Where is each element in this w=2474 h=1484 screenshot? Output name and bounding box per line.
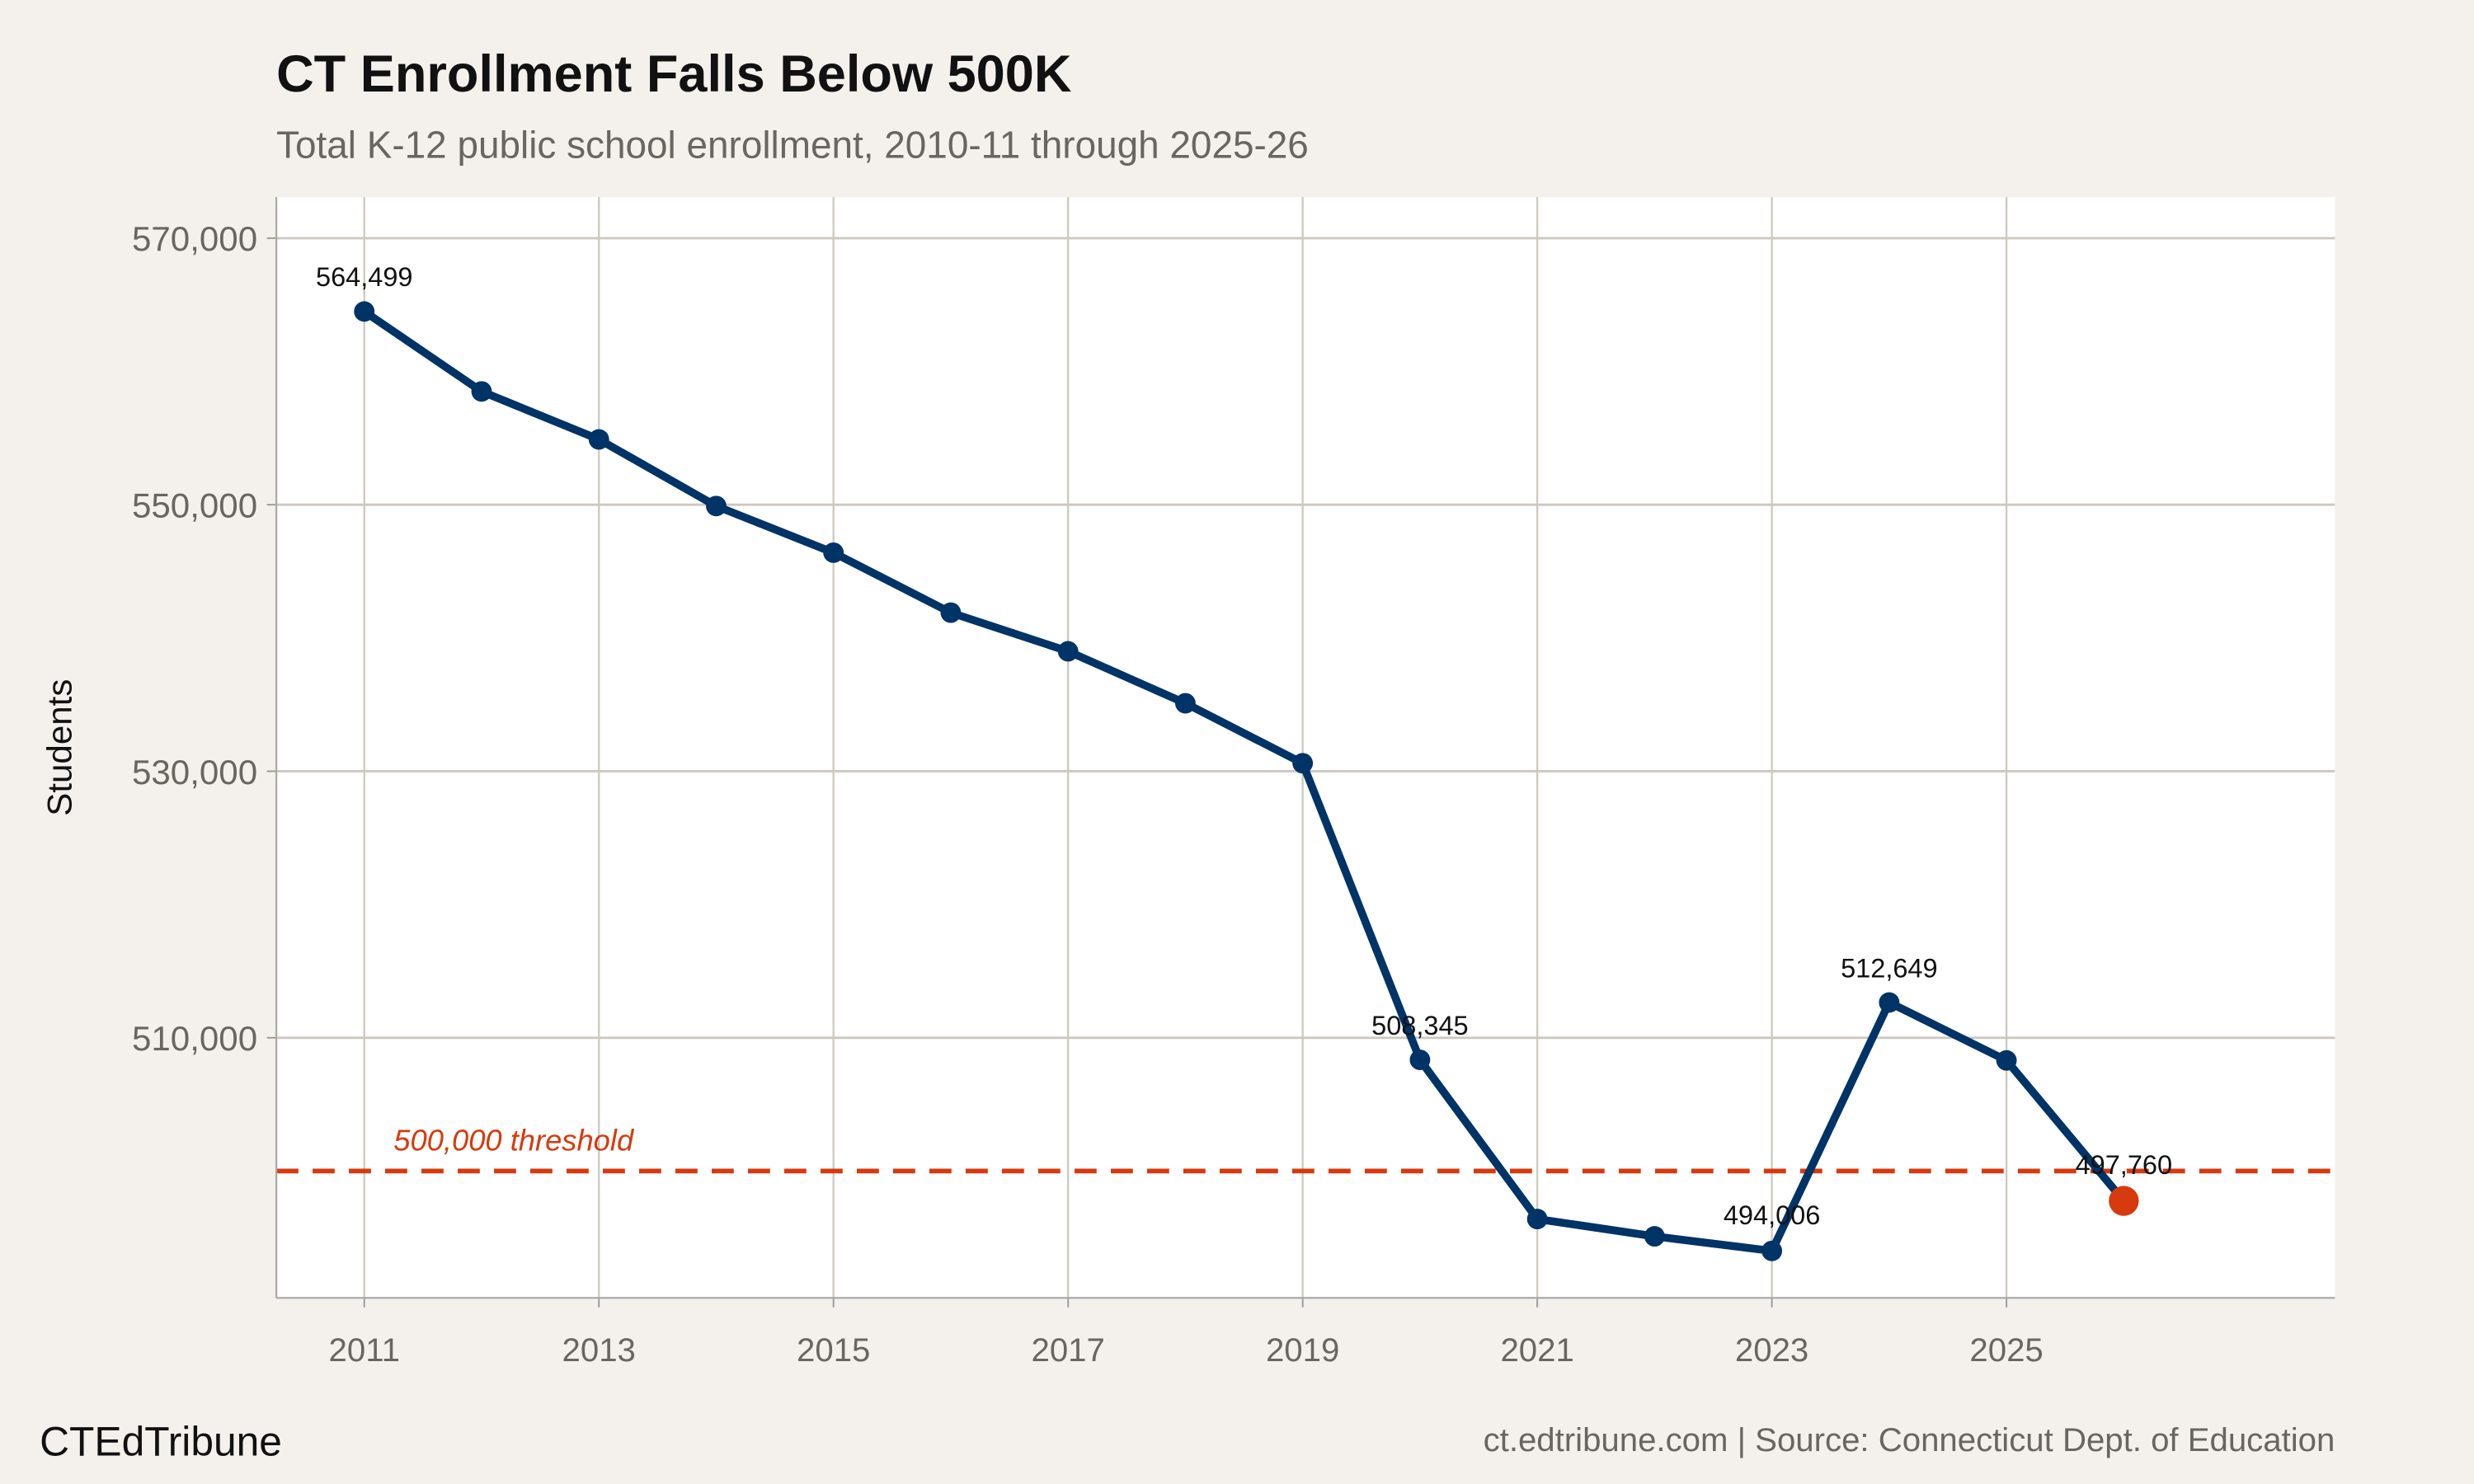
data-point (1761, 1240, 1783, 1261)
data-point (1409, 1050, 1431, 1070)
data-point (823, 542, 844, 563)
footer-brand: CTEdTribune (40, 1419, 282, 1465)
data-label: 508,345 (1371, 1011, 1468, 1040)
data-point (1292, 753, 1314, 774)
x-tick-label: 2021 (1500, 1331, 1573, 1369)
footer-source: ct.edtribune.com | Source: Connecticut D… (1484, 1421, 2335, 1458)
y-tick-label: 570,000 (132, 219, 257, 258)
x-tick-label: 2019 (1266, 1331, 1339, 1369)
x-tick-label: 2015 (797, 1331, 870, 1369)
y-axis-label: Students (40, 679, 78, 816)
x-tick-label: 2017 (1032, 1331, 1105, 1369)
data-point (940, 602, 962, 623)
chart-title: CT Enrollment Falls Below 500K (276, 45, 1071, 103)
data-label: 512,649 (1841, 953, 1937, 983)
y-tick-label: 550,000 (132, 486, 257, 524)
enrollment-line (362, 308, 2127, 1256)
x-tick-label: 2025 (1969, 1331, 2043, 1369)
y-tick-label: 530,000 (132, 753, 257, 791)
data-point (1644, 1226, 1665, 1247)
data-point (354, 301, 375, 322)
x-tick-label: 2011 (329, 1331, 400, 1369)
threshold-label: 500,000 threshold (393, 1124, 635, 1158)
data-label: 564,499 (316, 262, 412, 292)
data-point (1996, 1050, 2017, 1071)
data-label: 497,760 (2076, 1150, 2172, 1180)
data-label: 494,006 (1724, 1200, 1820, 1230)
data-point (1526, 1209, 1548, 1230)
data-point (471, 381, 492, 402)
data-point (1879, 992, 1900, 1013)
data-point (588, 429, 609, 450)
chart-subtitle: Total K-12 public school enrollment, 201… (276, 123, 1309, 166)
highlight-point (2109, 1186, 2139, 1216)
data-point (1174, 693, 1196, 714)
x-tick-label: 2023 (1735, 1331, 1808, 1369)
x-tick-label: 2013 (562, 1331, 636, 1369)
data-point (706, 495, 727, 517)
plot-panel (276, 197, 2335, 1298)
data-point (1057, 641, 1079, 662)
y-tick-label: 510,000 (132, 1019, 257, 1058)
